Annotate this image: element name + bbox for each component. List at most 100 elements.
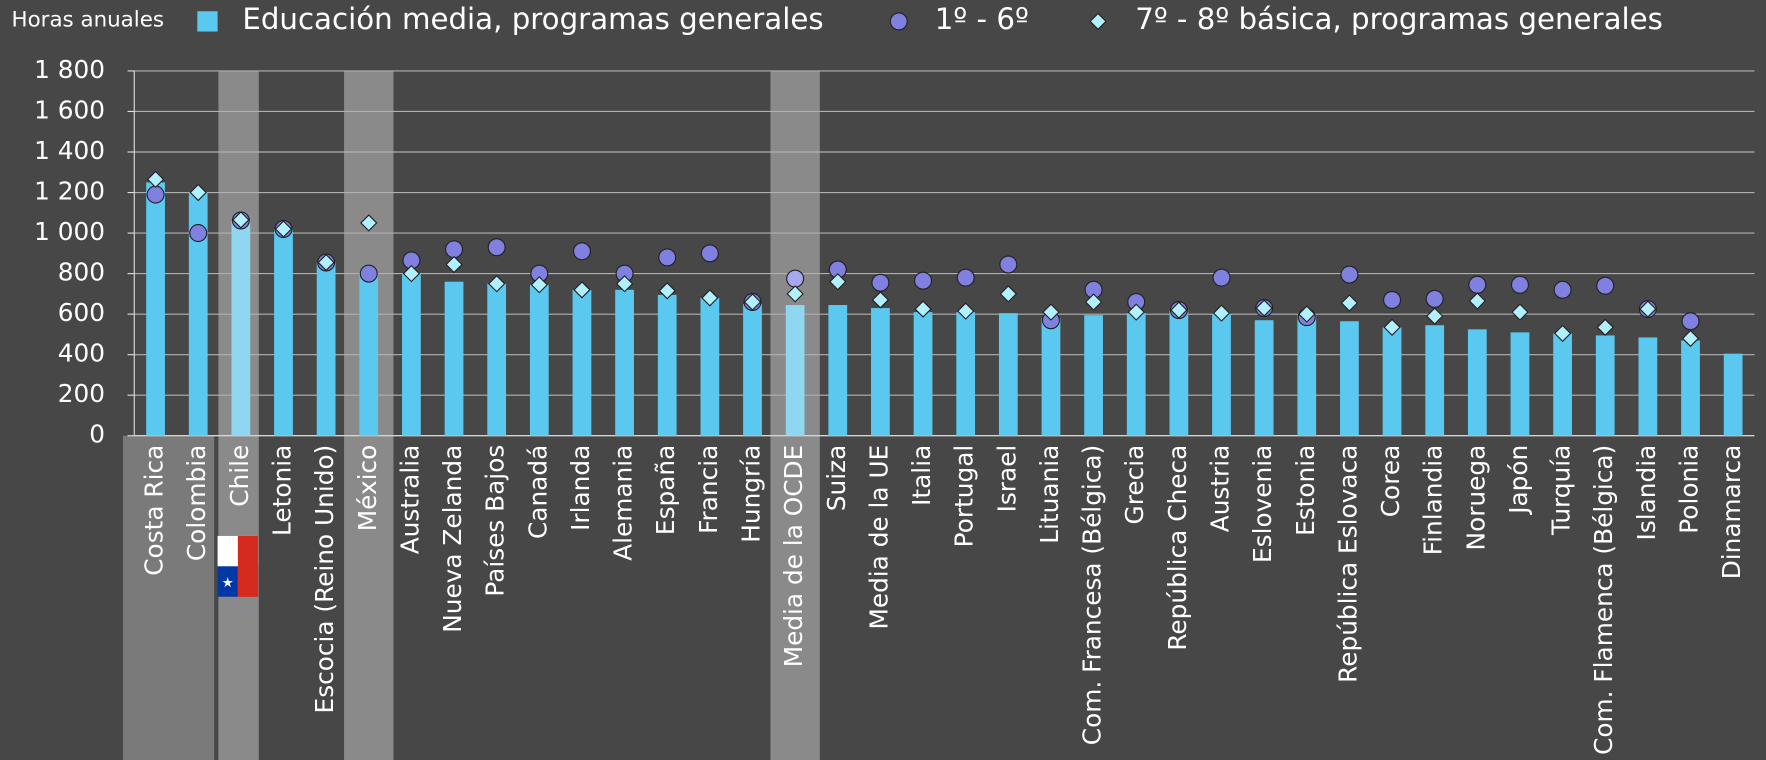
x-tick-label: Media de la UE [864,445,893,630]
x-tick-label: Israel [992,445,1021,513]
x-tick-label: España [651,445,680,535]
x-tick-label: Estonia [1291,445,1320,536]
bar [1425,325,1445,436]
diamond-marker [871,291,890,309]
bar [1297,315,1317,436]
x-tick-label: Lituania [1035,445,1064,544]
bar [529,284,549,436]
x-tick-label: Islandia [1632,445,1661,541]
x-tick-label: Colombia [182,445,211,561]
x-tick-label: Finlandia [1419,445,1448,556]
circle-marker [1553,280,1572,299]
diamond-marker [274,220,293,238]
bar [1681,340,1700,436]
bar [743,304,762,436]
bar [1638,337,1658,436]
diamond-marker [701,289,719,307]
x-tick-label: Costa Rica [140,445,169,576]
x-tick-label: Escocia (Reino Unido) [310,445,339,714]
x-tick-label: Chile [225,445,254,507]
bar [871,308,890,436]
diamond-marker [1681,329,1700,348]
bar [657,294,677,436]
circle-marker [1212,268,1231,287]
circle-marker [487,238,506,257]
diamond-marker [743,293,762,311]
diamond-marker [402,264,421,283]
y-tick-label: 1 000 [34,217,105,246]
diamond-marker [1426,307,1444,325]
bar [1382,327,1402,436]
diamond-marker [1170,301,1188,319]
circle-marker [146,185,165,204]
bar [359,273,379,436]
x-tick-label: Eslovenia [1248,445,1277,563]
x-tick-label: Media de la OCDE [779,445,808,668]
diamond-marker [146,170,165,189]
diamond-marker [530,276,548,294]
x-tick-label: República Eslovaca [1333,445,1362,683]
circle-marker [786,269,805,288]
y-tick-label: 600 [58,298,105,327]
diamond-marker [1553,324,1572,343]
diamond-marker [487,275,506,293]
bar [1084,315,1103,436]
bar [1041,318,1061,436]
bar [998,313,1018,436]
x-tick-label: Grecia [1120,445,1149,525]
diamond-marker [573,281,591,299]
circle-marker [956,268,975,287]
x-tick-label: México [353,445,382,531]
circle-marker [1383,290,1402,309]
legend-swatch [197,11,218,32]
bar [402,273,421,436]
circle-marker [1510,275,1529,294]
diamond-marker [1042,303,1060,321]
highlight-band [123,435,215,760]
x-tick-label: Polonia [1675,445,1704,534]
circle-marker [189,224,208,243]
x-tick-label: Japón [1504,445,1533,516]
y-tick-label: 1 400 [34,136,105,165]
x-tick-label: Francia [694,445,723,534]
bar [316,262,336,436]
bar [700,297,720,436]
circle-marker [871,273,890,292]
svg-text:★: ★ [222,575,234,591]
bar [1212,314,1231,436]
legend-swatch [889,12,908,31]
circle-marker [1340,265,1359,284]
bar [231,220,251,436]
y-tick-label: 1 200 [34,177,105,206]
bar [828,305,848,436]
x-tick-label: Portugal [950,445,979,548]
x-tick-label: Corea [1376,445,1405,517]
chile-flag: ★ [217,535,259,597]
diamond-marker [1596,318,1614,336]
x-tick-label: Australia [395,445,424,555]
x-tick-label: Noruega [1461,445,1490,551]
x-tick-label: Hungría [736,445,765,543]
x-tick-label: Com. Flamenca (Bélgica) [1589,445,1618,755]
bar [1169,310,1189,436]
bar [956,312,976,436]
x-tick-label: Austria [1206,445,1235,532]
diamond-marker [615,275,634,293]
circle-marker [1425,289,1444,308]
diamond-marker [1639,300,1657,318]
circle-marker [1596,276,1615,295]
y-tick-label: 0 [89,420,105,449]
bar [1553,333,1572,436]
bar [188,192,208,436]
diamond-marker [360,214,378,232]
diamond-marker [317,253,335,272]
circle-marker [700,244,719,263]
bar [146,182,165,436]
bar [913,312,933,436]
x-tick-label: Países Bajos [481,445,510,597]
circle-marker [445,240,464,259]
bar [572,289,592,436]
diamond-marker [1298,305,1316,323]
bar [1510,332,1530,436]
